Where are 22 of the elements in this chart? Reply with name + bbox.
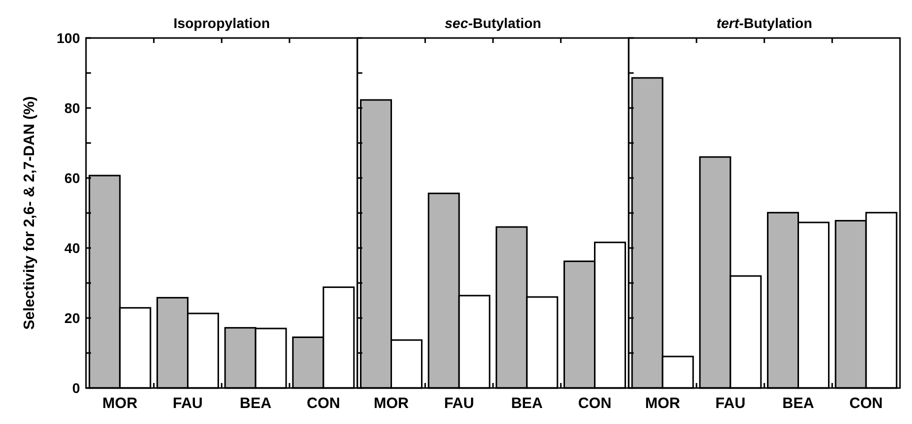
x-tick-label: FAU: [715, 395, 746, 412]
chart-title: tert-Butylation: [716, 15, 812, 31]
x-tick-label: FAU: [444, 395, 474, 412]
chart-title: Isopropylation: [173, 15, 270, 31]
y-tick-label: 20: [64, 310, 80, 326]
chart-title: sec-Butylation: [444, 15, 542, 31]
x-tick-label: CON: [849, 395, 883, 412]
x-tick-label: CON: [306, 395, 340, 412]
y-axis-title: Selectivity for 2,6- & 2,7-DAN (%): [21, 96, 38, 330]
x-tick-label: MOR: [645, 395, 680, 412]
y-tick-label: 80: [64, 100, 80, 116]
y-tick-label: 40: [64, 240, 80, 256]
x-tick-label: BEA: [240, 395, 272, 412]
x-tick-label: FAU: [172, 395, 203, 412]
x-tick-label: CON: [578, 395, 612, 412]
x-tick-label: MOR: [102, 395, 138, 412]
x-tick-label: MOR: [374, 395, 409, 412]
y-tick-label: 0: [72, 380, 80, 396]
y-tick-label: 60: [64, 170, 80, 186]
x-tick-label: BEA: [511, 395, 543, 412]
x-tick-label: BEA: [782, 395, 814, 412]
y-tick-label: 100: [56, 30, 80, 46]
